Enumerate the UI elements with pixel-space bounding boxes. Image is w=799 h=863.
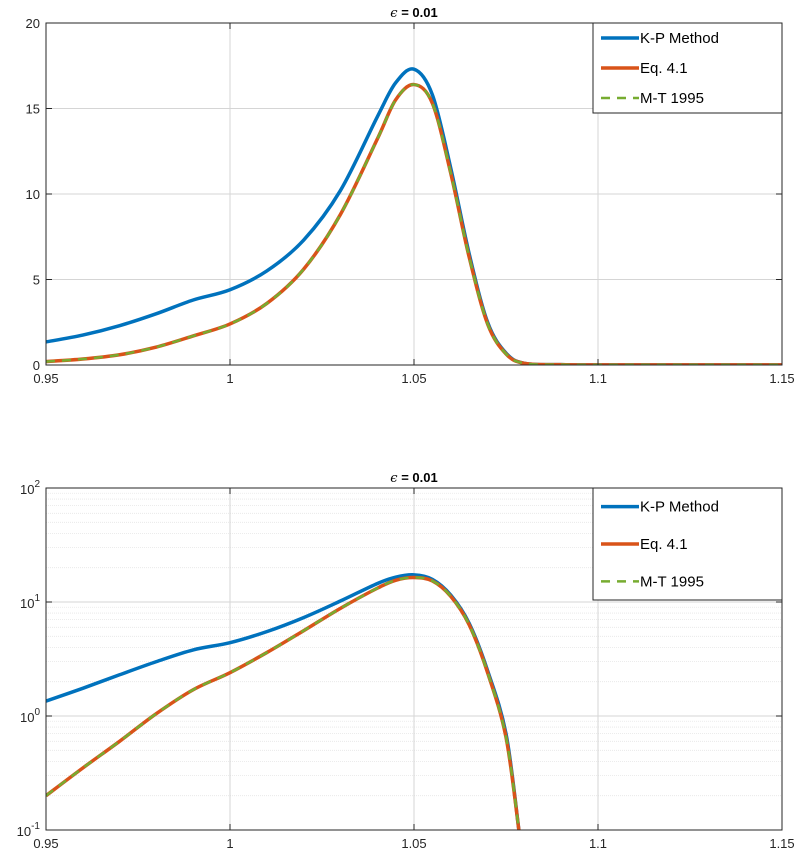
legend: K-P Method Eq. 4.1 M-T 1995 xyxy=(592,22,783,114)
x-tick-label: 1.1 xyxy=(589,836,607,851)
legend: K-P Method Eq. 4.1 M-T 1995 xyxy=(592,487,783,601)
chart-title: ϵ = 0.01 xyxy=(390,470,437,486)
x-tick-label: 1.05 xyxy=(401,836,426,851)
y-tick-label: 5 xyxy=(33,273,40,288)
y-tick-label: 10 xyxy=(26,187,40,202)
y-tick-label: 102 xyxy=(20,479,40,497)
chart-log: 0.95 1 1.05 1.1 1.15 10-1 100 101 102 ϵ = 0.01 K-P… xyxy=(17,470,795,851)
chart-linear: 0.95 1 1.05 1.1 1.15 0 5 10 15 20 ϵ = 0.01 K-P Meth… xyxy=(26,5,795,386)
series-line-m-t-1995 xyxy=(46,576,521,830)
x-tick-label: 1 xyxy=(226,836,233,851)
legend-label: M-T 1995 xyxy=(640,573,704,590)
x-tick-label: 1.15 xyxy=(769,371,794,386)
y-tick-label: 10-1 xyxy=(17,821,41,839)
chart-title: ϵ = 0.01 xyxy=(390,5,437,21)
series-group xyxy=(46,67,782,365)
legend-label: M-T 1995 xyxy=(640,90,704,107)
legend-label: K-P Method xyxy=(640,499,719,516)
y-tick-label: 0 xyxy=(33,358,40,373)
y-tick-label: 101 xyxy=(20,593,40,611)
x-tick-label: 1.1 xyxy=(589,371,607,386)
x-tick-label: 0.95 xyxy=(33,836,58,851)
y-tick-label: 20 xyxy=(26,16,40,31)
series-group xyxy=(46,573,521,830)
legend-label: Eq. 4.1 xyxy=(640,536,688,553)
y-tick-label: 100 xyxy=(20,707,40,725)
legend-label: K-P Method xyxy=(640,30,719,47)
series-line-m-t-1995 xyxy=(46,83,782,365)
y-tick-label: 15 xyxy=(26,102,40,117)
x-tick-label: 1.15 xyxy=(769,836,794,851)
x-tick-label: 0.95 xyxy=(33,371,58,386)
x-tick-label: 1 xyxy=(226,371,233,386)
x-tick-label: 1.05 xyxy=(401,371,426,386)
legend-label: Eq. 4.1 xyxy=(640,60,688,77)
